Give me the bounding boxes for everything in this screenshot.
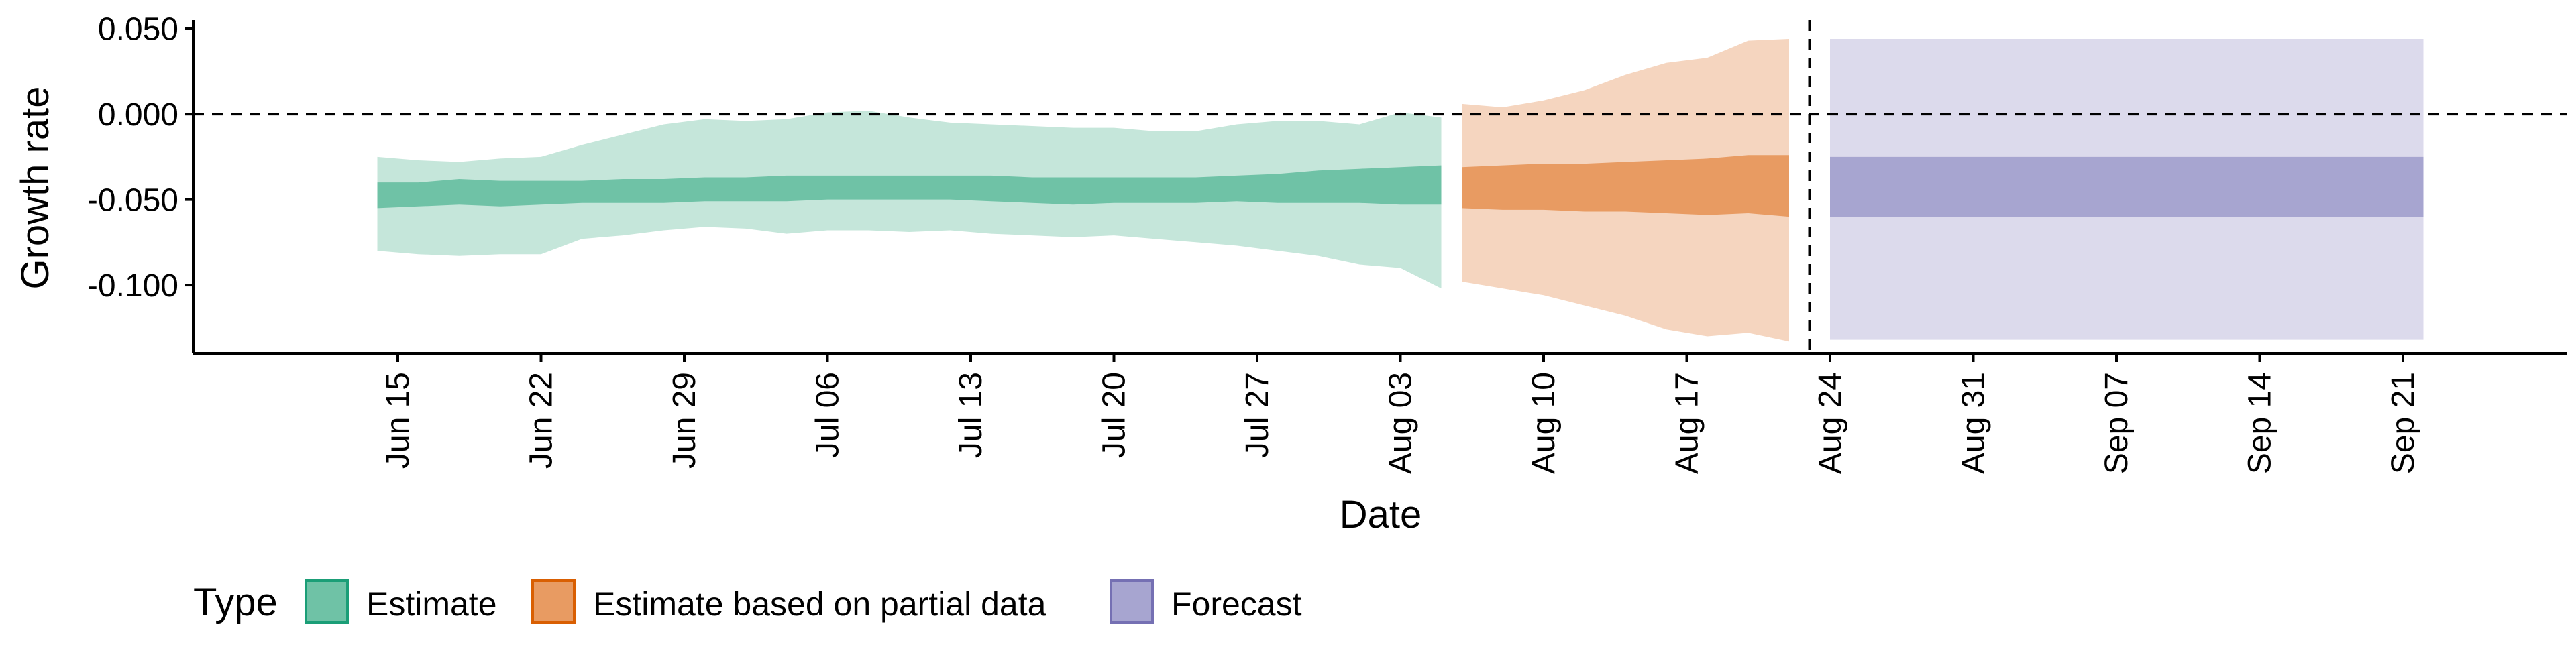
- legend-swatch: [1110, 579, 1154, 624]
- legend-title: Type: [193, 581, 278, 624]
- x-tick-label: Sep 14: [2243, 372, 2278, 474]
- x-tick-label: Jun 22: [524, 372, 559, 469]
- x-tick-label: Aug 10: [1526, 372, 1562, 474]
- x-tick-label: Aug 17: [1670, 372, 1705, 474]
- x-tick-label: Sep 21: [2385, 372, 2421, 474]
- legend-label: Estimate: [366, 585, 497, 623]
- estimate-inner-band: [377, 165, 1442, 209]
- legend-swatch: [531, 579, 576, 624]
- x-tick-label: Aug 31: [1956, 372, 1992, 474]
- y-tick-label: -0.100: [87, 268, 178, 304]
- x-tick-label: Jun 15: [380, 372, 416, 469]
- legend-swatch: [305, 579, 349, 624]
- y-tick-label: 0.000: [98, 97, 178, 133]
- legend-item-estimate: Estimate: [305, 579, 497, 624]
- legend-label: Forecast: [1171, 585, 1302, 623]
- band-layer: [377, 39, 2424, 342]
- legend: Type Estimate Estimate based on partial d…: [193, 579, 1302, 624]
- axes-layer: [192, 20, 2567, 355]
- forecast-inner-band: [1830, 156, 2424, 217]
- x-tick-label: Jul 20: [1097, 372, 1132, 458]
- x-tick-label: Jun 29: [667, 372, 702, 469]
- reference-line-layer: [193, 20, 2567, 353]
- y-tick-label: -0.050: [87, 183, 178, 219]
- tick-layer: 0.050 0.000 -0.050 -0.100 Jun 15 Jun 22 Jun 29…: [87, 12, 2421, 474]
- legend-item-estimate-based-on-partial-data: Estimate based on partial data: [531, 579, 1046, 624]
- x-tick-label: Jul 06: [810, 372, 846, 458]
- estimate-based-on-partial-data-inner-band: [1462, 155, 1789, 217]
- legend-label: Estimate based on partial data: [593, 585, 1046, 623]
- y-tick-label: 0.050: [98, 12, 178, 48]
- x-tick-label: Aug 24: [1813, 372, 1848, 474]
- x-tick-label: Sep 07: [2099, 372, 2135, 474]
- y-axis-title: Growth rate: [13, 86, 57, 290]
- x-axis-title: Date: [1340, 493, 1422, 536]
- x-tick-label: Jul 13: [953, 372, 989, 458]
- x-tick-label: Aug 03: [1383, 372, 1419, 474]
- legend-item-forecast: Forecast: [1110, 579, 1302, 624]
- x-tick-label: Jul 27: [1240, 372, 1275, 458]
